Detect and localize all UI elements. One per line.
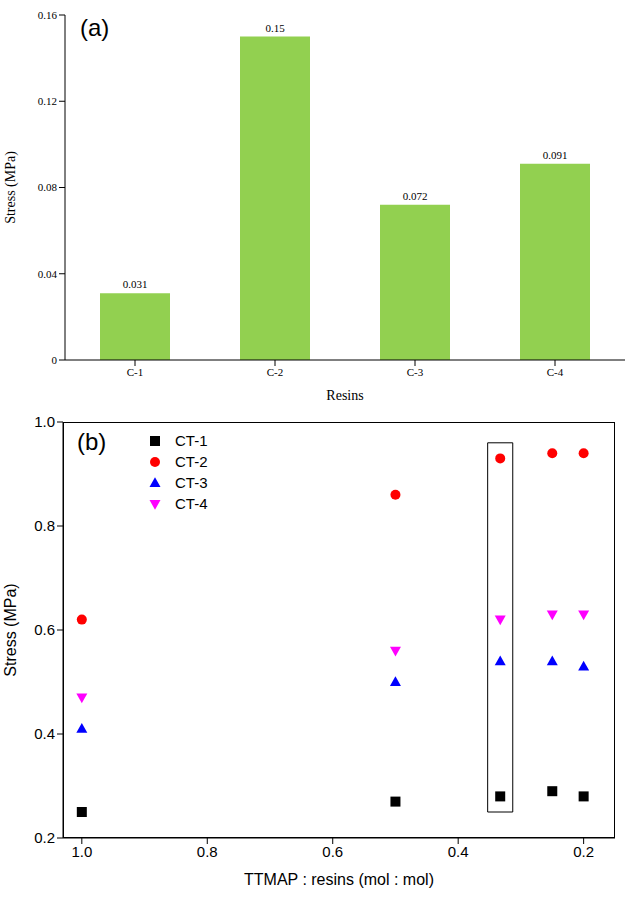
svg-text:0.12: 0.12 <box>38 95 57 107</box>
svg-text:TTMAP : resins (mol : mol): TTMAP : resins (mol : mol) <box>244 871 434 888</box>
html-text:CT-2: CT-2 <box>175 453 208 470</box>
svg-text:0.08: 0.08 <box>38 181 58 193</box>
svg-text:Resins: Resins <box>326 388 363 403</box>
html-text:CT-4: CT-4 <box>175 495 208 512</box>
html-text:CT-1: CT-1 <box>175 432 208 449</box>
svg-text:0.6: 0.6 <box>322 843 343 860</box>
svg-text:0.031: 0.031 <box>123 278 148 290</box>
svg-text:0.8: 0.8 <box>34 517 55 534</box>
svg-text:0.091: 0.091 <box>543 149 568 161</box>
svg-text:0.15: 0.15 <box>265 22 285 34</box>
svg-text:C-1: C-1 <box>127 366 144 378</box>
html-text:(a): (a) <box>80 14 110 41</box>
svg-text:C-3: C-3 <box>407 366 424 378</box>
svg-text:0.8: 0.8 <box>197 843 218 860</box>
svg-text:0.16: 0.16 <box>38 9 58 21</box>
html-text:CT-3: CT-3 <box>175 474 208 491</box>
svg-text:0.4: 0.4 <box>34 725 55 742</box>
svg-text:0: 0 <box>52 354 58 366</box>
svg-text:0.6: 0.6 <box>34 621 55 638</box>
svg-text:0.4: 0.4 <box>448 843 469 860</box>
svg-text:C-4: C-4 <box>547 366 564 378</box>
svg-text:Stress (MPa): Stress (MPa) <box>3 151 19 224</box>
svg-text:0.2: 0.2 <box>34 829 55 846</box>
svg-text:C-2: C-2 <box>267 366 284 378</box>
svg-text:Stress (MPa): Stress (MPa) <box>2 583 19 676</box>
svg-text:0.2: 0.2 <box>573 843 594 860</box>
html-text:(b): (b) <box>77 428 107 455</box>
svg-text:1.0: 1.0 <box>71 843 92 860</box>
svg-text:1.0: 1.0 <box>34 413 55 430</box>
svg-text:0.072: 0.072 <box>403 190 428 202</box>
svg-text:0.04: 0.04 <box>38 268 58 280</box>
